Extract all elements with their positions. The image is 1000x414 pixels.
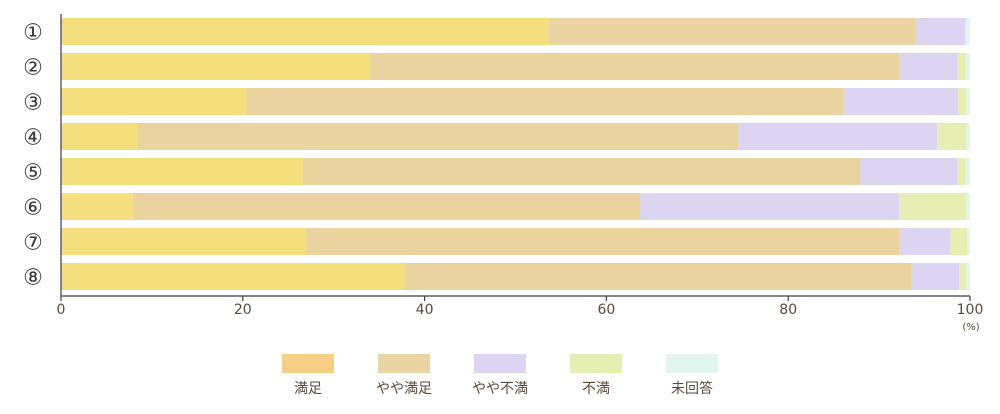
x-unit-label: (%)	[962, 322, 979, 333]
bar-segment-2-4	[957, 53, 966, 80]
legend-label-2: やや満足	[376, 381, 432, 397]
category-label: ③	[23, 91, 43, 116]
bar-segment-7-2	[306, 228, 900, 255]
category-label: ④	[23, 126, 43, 151]
bar-segment-1-3	[915, 18, 966, 45]
bar-segment-7-4	[950, 228, 968, 255]
x-tick-label: 80	[779, 302, 797, 318]
legend-swatch-3	[474, 354, 526, 373]
legend-swatch-2	[378, 354, 430, 373]
bar-segment-2-5	[965, 53, 971, 80]
category-label: ⑦	[23, 231, 43, 256]
legend-swatch-1	[282, 354, 334, 373]
x-tick-label: 20	[234, 302, 252, 318]
category-label: ②	[23, 56, 43, 81]
bar-segment-4-3	[738, 123, 938, 150]
bar-segment-8-4	[959, 263, 967, 290]
bar-segment-7-5	[967, 228, 970, 255]
bar-segment-4-4	[937, 123, 967, 150]
legend-label-4: 不満	[582, 381, 610, 397]
bar-segment-5-2	[302, 158, 861, 185]
bar-segment-5-5	[965, 158, 971, 185]
bar-segment-8-3	[911, 263, 960, 290]
legend-label-3: やや不満	[472, 381, 528, 397]
category-label: ⑥	[23, 196, 43, 221]
category-label: ⑤	[23, 161, 43, 186]
bar-segment-2-2	[370, 53, 900, 80]
x-tick-label: 0	[57, 302, 66, 318]
bar-segment-4-2	[137, 123, 739, 150]
bar-segment-3-3	[843, 88, 959, 115]
bar-segment-6-4	[899, 193, 967, 220]
x-tick-label: 60	[597, 302, 615, 318]
bar-segment-8-5	[966, 263, 970, 290]
bar-segment-6-5	[966, 193, 970, 220]
x-tick-label: 100	[957, 302, 984, 318]
legend-swatch-5	[666, 354, 718, 373]
bar-segment-3-4	[958, 88, 967, 115]
bar-segment-5-1	[61, 158, 303, 185]
category-label: ①	[23, 21, 43, 46]
bar-segment-3-2	[246, 88, 844, 115]
bar-segment-2-3	[899, 53, 958, 80]
bar-segment-7-3	[899, 228, 950, 255]
bar-segment-6-2	[132, 193, 641, 220]
bar-segment-3-5	[966, 88, 970, 115]
legend-label-5: 未回答	[671, 380, 713, 397]
bar-segment-6-1	[61, 193, 133, 220]
bar-segment-7-1	[61, 228, 307, 255]
legend-swatch-4	[570, 354, 622, 373]
bar-segment-4-1	[61, 123, 138, 150]
x-tick-label: 40	[416, 302, 434, 318]
legend-label-1: 満足	[294, 381, 322, 397]
bar-segment-8-2	[404, 263, 912, 290]
bar-segment-2-1	[61, 53, 371, 80]
category-label: ⑧	[23, 266, 43, 291]
bar-segment-5-3	[860, 158, 958, 185]
bar-segment-1-1	[61, 18, 549, 45]
bar-segment-5-4	[957, 158, 966, 185]
bar-segment-6-3	[640, 193, 900, 220]
bar-segment-4-5	[966, 123, 970, 150]
bar-segment-3-1	[61, 88, 247, 115]
bar-segment-8-1	[61, 263, 405, 290]
bar-segment-1-2	[548, 18, 916, 45]
bar-segment-1-5	[965, 18, 970, 45]
